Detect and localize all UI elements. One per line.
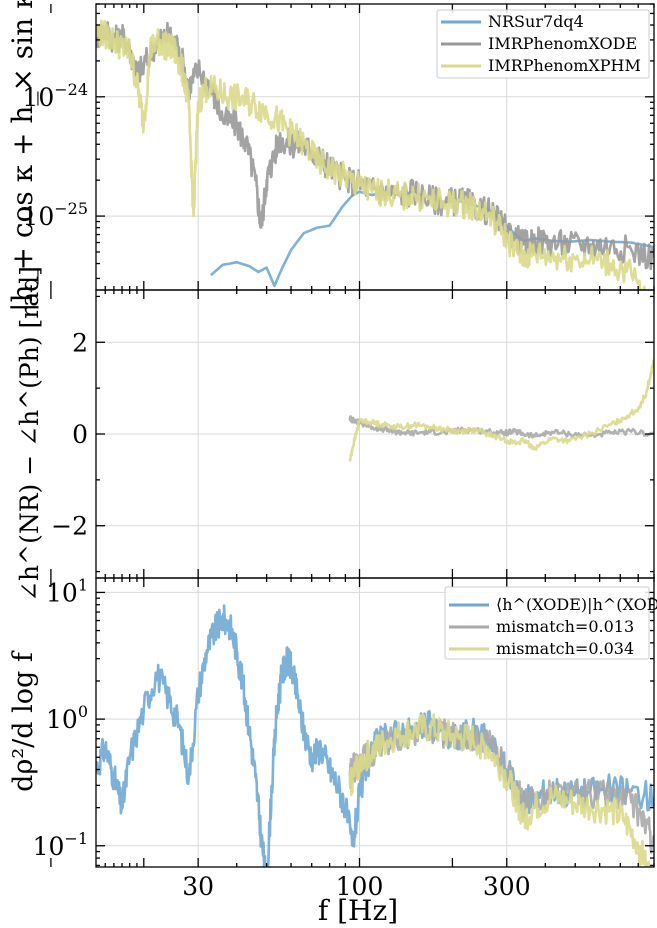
amplitude-ticks (50, 3, 655, 290)
ytick-label: 101 (46, 575, 88, 607)
phase-ytick-labels: 2 0 −2 (51, 328, 88, 540)
snr-frame (95, 577, 655, 868)
legend-entry: IMRPhenomXODE (488, 34, 637, 53)
amplitude-series (96, 19, 654, 290)
ytick-label: 10−1 (33, 829, 88, 861)
phase-series (348, 359, 654, 463)
legend-entry: ⟨h^(XODE)|h^(XODE)⟩ (496, 595, 657, 614)
snr-series (96, 604, 654, 867)
snr-xlabel: f [Hz] (318, 894, 398, 927)
series-line-imrphenomxphm (348, 359, 654, 463)
phase-ylabel: ∠h^(NR) − ∠h^(Ph) [rad] (15, 266, 44, 602)
phase-ticks (50, 290, 655, 578)
snr-panel: 101 100 10−1 30 100 300 dρ²/d log f f [Hz] ⟨… (8, 575, 657, 927)
snr-ylabel: dρ²/d log f (8, 650, 39, 792)
amplitude-legend: NRSur7dq4 IMRPhenomXODE IMRPhenomXPHM (436, 9, 650, 79)
legend-entry: mismatch=0.013 (496, 617, 634, 636)
phase-panel: 2 0 −2 ∠h^(NR) − ∠h^(Ph) [rad] (15, 266, 655, 602)
snr-xtick-labels: 30 100 300 (182, 872, 530, 901)
xtick-label: 300 (483, 872, 531, 901)
legend-entry: NRSur7dq4 (488, 12, 584, 31)
series-line-mismatch-0-034 (348, 713, 651, 867)
ytick-label: −2 (51, 512, 88, 541)
ytick-label: 10−24 (22, 80, 88, 112)
amplitude-ylabel: |h_+ cos κ + h_× sin κ| (6, 0, 39, 312)
ytick-label: 0 (72, 420, 88, 449)
ytick-label: 100 (46, 702, 88, 734)
snr-legend: ⟨h^(XODE)|h^(XODE)⟩ mismatch=0.013 mismatc… (444, 586, 657, 660)
legend-entry: mismatch=0.034 (496, 639, 634, 658)
xtick-label: 100 (336, 872, 384, 901)
ytick-label: 2 (72, 328, 88, 357)
amplitude-ytick-labels: 10−24 10−25 (22, 80, 88, 231)
snr-grid (96, 578, 654, 867)
legend-entry: IMRPhenomXPHM (488, 56, 641, 75)
series-line-imrphenomxphm (96, 19, 646, 290)
xtick-label: 30 (182, 872, 214, 901)
snr-ticks (50, 578, 655, 867)
snr-ytick-labels: 101 100 10−1 (33, 575, 88, 860)
amplitude-panel: 10−24 10−25 |h_+ cos κ + h_× sin κ| NRSur… (6, 0, 655, 312)
ytick-label: 10−25 (22, 199, 88, 231)
